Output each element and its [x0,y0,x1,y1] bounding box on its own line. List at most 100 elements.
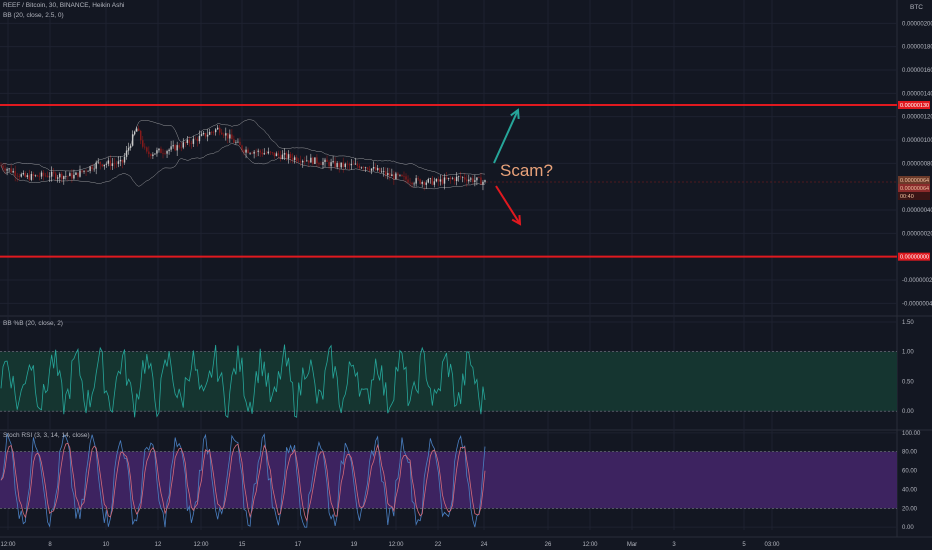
candle [421,182,423,184]
candle [32,174,35,176]
candle [198,135,201,142]
candle [330,162,332,167]
candle [20,174,22,177]
x-tick-label: 12:00 [193,542,209,548]
candle [235,142,237,143]
candle [54,173,57,179]
y-tick-label: 0.00 [902,525,914,531]
candle [194,138,197,140]
candle [8,168,10,170]
pct-b-legend[interactable]: BB %B (20, close, 2) [3,320,63,327]
candle [267,151,270,154]
price-axis[interactable]: 0.00000200 0.00000180 0.00000160 0.00000140… [898,21,932,531]
candle [433,181,436,185]
candle [362,167,365,169]
candle [38,176,41,178]
candle [285,153,288,159]
candle [328,162,330,167]
symbol-legend[interactable]: REEF / Bitcoin, 30, BINANCE, Heikin Ashi [3,2,125,9]
candle [168,149,170,152]
y-tick-label: 1.50 [902,320,914,326]
up-arrow[interactable] [493,108,520,164]
candle [425,182,427,185]
y-tick-label: 0.00000160 [902,68,932,74]
candle [225,133,227,136]
candle [162,153,164,154]
stoch-legend[interactable]: Stoch RSI (3, 3, 14, 14, close) [3,432,90,439]
candle [239,141,241,146]
candle [233,139,235,143]
candle [113,163,116,164]
candle [208,131,211,135]
candle [16,175,18,177]
candle [259,150,261,153]
candle [42,172,45,176]
candle [466,179,468,182]
candle [324,159,326,162]
candle [360,167,363,169]
candle [12,171,14,173]
y-tick-label: 0.00 [902,409,914,415]
candle [71,173,73,179]
candle [322,161,324,165]
candle [107,160,110,164]
x-tick-label: 26 [545,542,552,548]
candle [48,176,51,178]
candle [30,174,33,180]
candle [344,163,346,167]
candle [237,141,239,143]
y-tick-label: 0.00000100 [902,138,932,144]
candle [164,153,166,154]
y-tick-label: 40.00 [902,487,918,493]
candle [243,150,245,153]
down-arrow[interactable] [495,185,522,226]
candle [300,161,302,163]
candle [14,171,16,176]
candle [34,175,37,176]
candle [271,152,274,153]
candle [304,160,306,162]
candle [385,171,387,176]
price-tag-label: 0.00000064 [900,178,929,184]
candle [472,178,474,182]
time-axis[interactable]: 12:00 8 10 12 12:00 15 17 19 12:00 22 24 26 12:00 Mar… [0,542,780,548]
candle [320,164,322,165]
candle [229,134,231,139]
candle [376,168,379,171]
candle [18,176,20,177]
candle [399,174,401,176]
candle [293,157,296,160]
candle [476,177,478,181]
candle [97,161,99,163]
hline-price-label: 0.00000000 [900,255,929,261]
candle [174,145,176,151]
candle [59,173,61,178]
candle [26,175,29,177]
candle [69,173,71,177]
candle [391,174,393,177]
candle [219,127,221,133]
candle [158,148,160,151]
candle [464,177,466,180]
indicator-bands [0,351,897,509]
candle [142,140,144,147]
y-tick-label: -0.00000040 [902,301,932,307]
candle [156,150,158,154]
candle [154,153,156,155]
candle [111,163,114,166]
candle [437,179,440,182]
x-tick-label: 24 [481,542,488,548]
x-tick-label: 03:00 [764,542,780,548]
candle [52,171,55,174]
candle [482,181,484,185]
candle [281,154,284,160]
candle [188,139,191,144]
candle [350,163,353,166]
x-tick-label: 12:00 [0,542,16,548]
candle [395,173,397,180]
candle [439,179,442,182]
bb-legend[interactable]: BB (20, close, 2.5, 0) [3,12,64,19]
candle [289,154,292,158]
candle [370,168,373,171]
